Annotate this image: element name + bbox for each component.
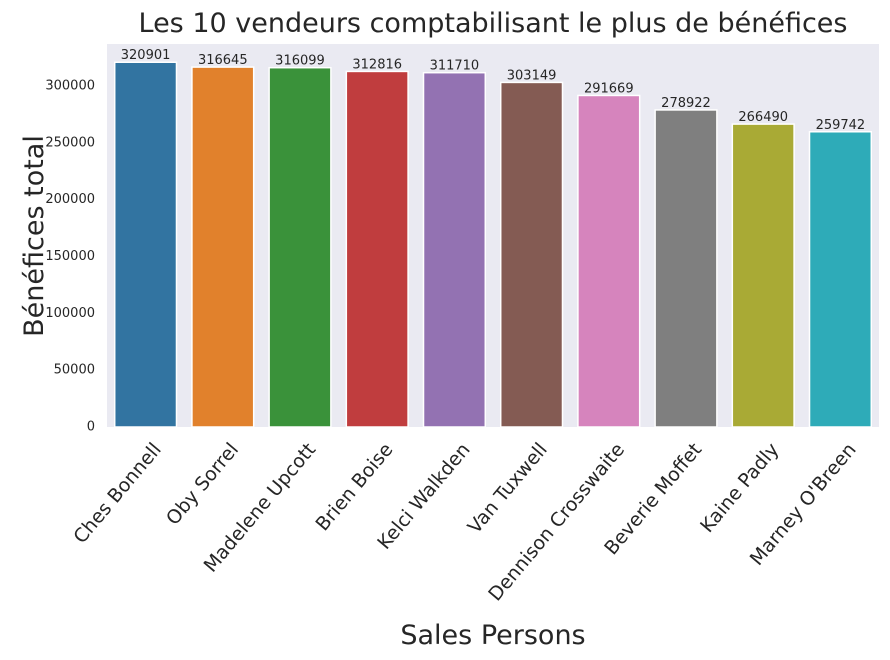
bar [499,81,564,428]
y-tick-label: 0 [87,420,95,435]
bar [191,66,255,428]
value-label: 259742 [816,118,866,133]
value-labels-group: 320901 316645 316099 312816 311710 303149 2916… [121,48,865,133]
value-label: 311710 [430,59,480,74]
bar [731,123,795,428]
value-label: 266490 [738,110,788,125]
bar [577,94,641,428]
bar [422,71,487,428]
chart-title: Les 10 vendeurs comptabilisant le plus d… [139,8,848,39]
x-tick-label: Van Tuxwell [464,439,552,538]
value-label: 291669 [584,81,634,96]
bar [268,66,332,428]
y-tick-labels-group: 0 50000 100000 150000 200000 250000 300000 [45,79,95,435]
y-tick-label: 250000 [45,135,95,150]
value-label: 278922 [661,96,711,111]
value-label: 303149 [507,68,557,83]
bar [808,131,873,428]
bars-group [113,61,873,428]
y-tick-label: 100000 [45,306,95,321]
bar [113,61,178,428]
x-tick-label: Kaine Padly [696,439,783,537]
bar [345,70,409,428]
y-axis-label: Bénéfices total [19,135,50,337]
value-label: 316099 [275,54,325,69]
value-label: 316645 [198,53,248,68]
y-tick-label: 300000 [45,79,95,94]
y-tick-label: 50000 [54,363,95,378]
x-tick-label: Dennison Crosswaite [484,439,629,606]
x-tick-label: Oby Sorrel [162,439,243,530]
value-label: 312816 [352,57,402,72]
y-tick-label: 200000 [45,192,95,207]
bar [654,109,718,428]
y-tick-label: 150000 [45,249,95,264]
x-tick-label: Brien Boise [312,439,398,535]
x-tick-label: Ches Bonnell [69,439,166,548]
value-label: 320901 [121,48,171,63]
x-axis-label: Sales Persons [400,620,585,651]
